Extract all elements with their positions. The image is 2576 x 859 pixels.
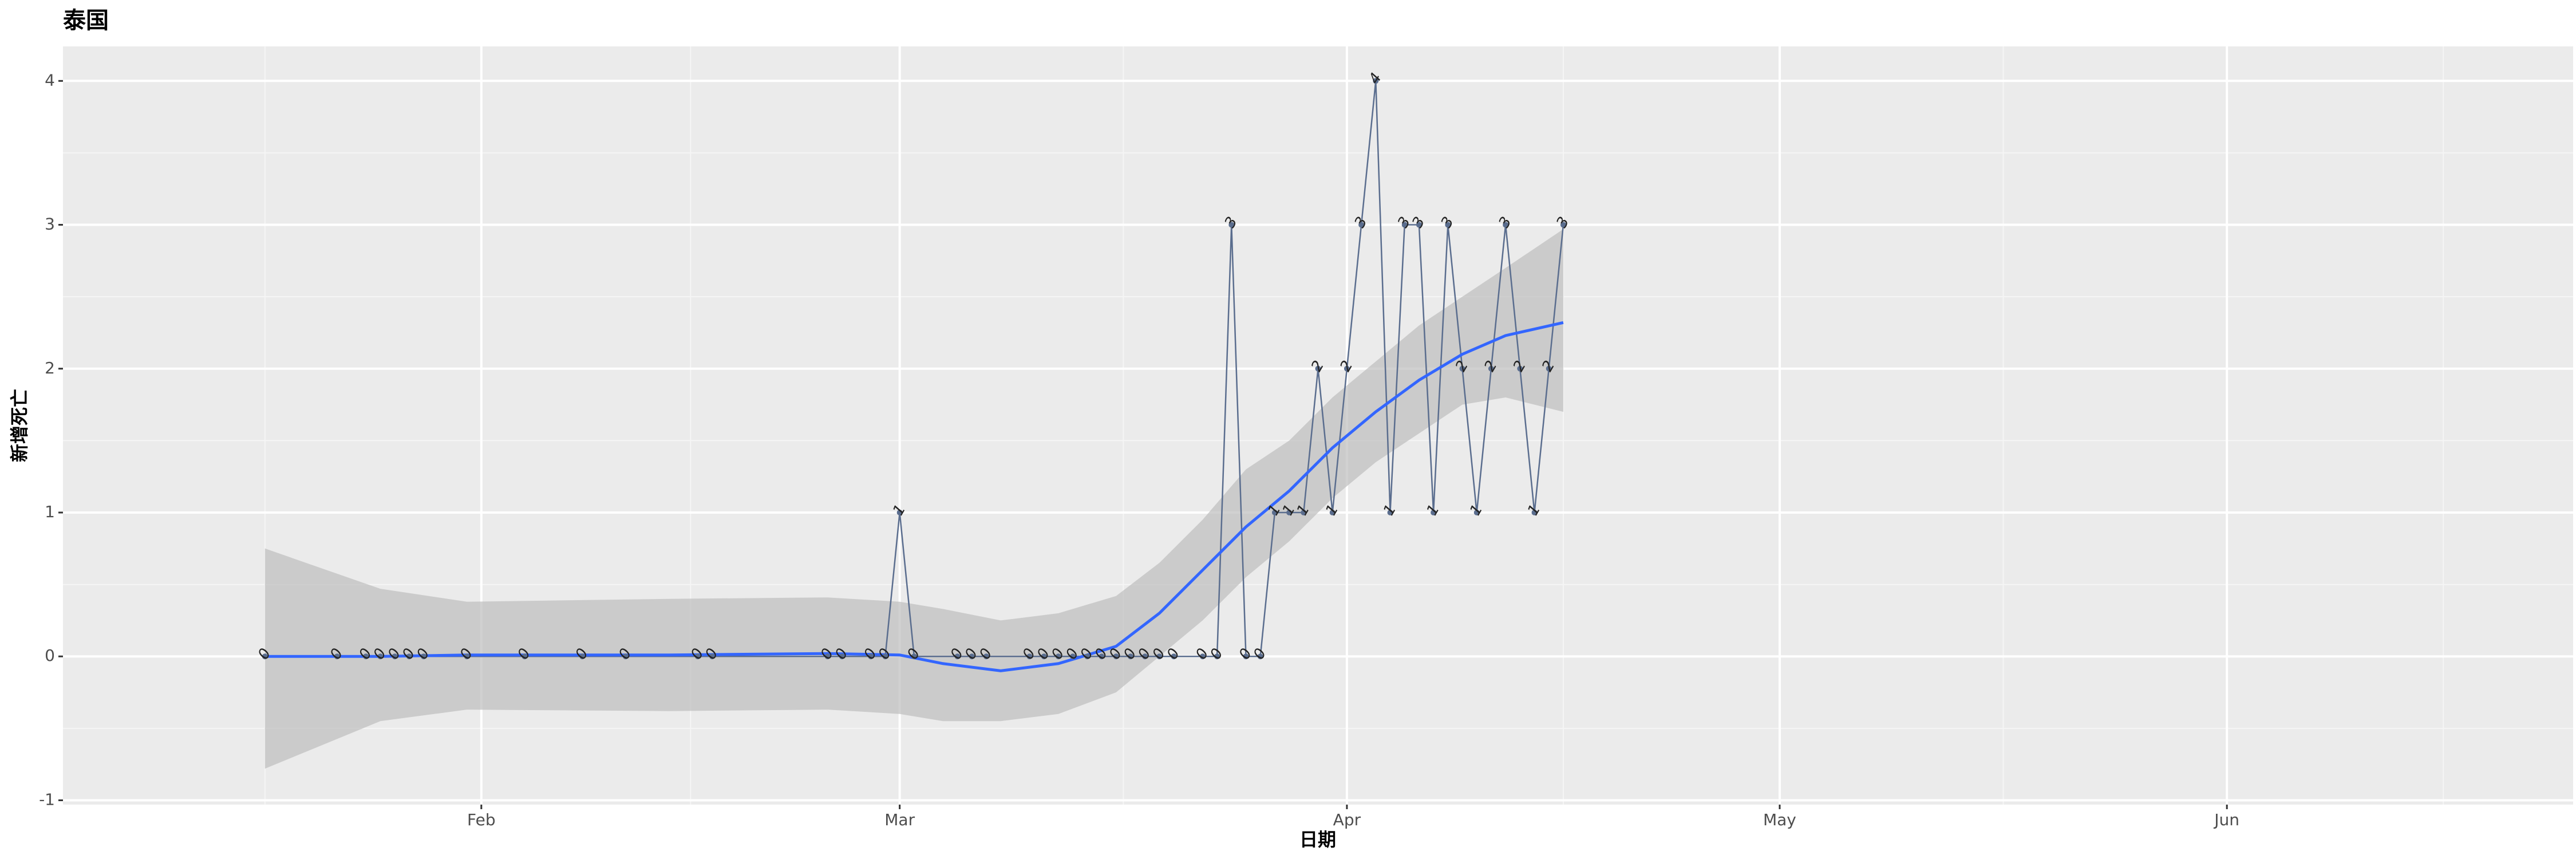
data-point: [1214, 653, 1220, 660]
data-point: [1517, 365, 1523, 372]
data-point: [1055, 653, 1061, 660]
data-point: [954, 653, 961, 660]
data-point: [1084, 653, 1091, 660]
y-tick-label: 4: [45, 70, 55, 89]
y-tick-label: 3: [45, 215, 55, 234]
x-tick-label: Feb: [467, 810, 496, 829]
data-point: [1459, 365, 1465, 372]
data-point: [1473, 509, 1480, 515]
data-point: [911, 653, 917, 660]
data-point: [392, 653, 398, 660]
y-tick-label: -1: [39, 790, 55, 809]
data-point: [1373, 78, 1379, 84]
data-point: [1431, 509, 1437, 515]
data-point: [377, 653, 384, 660]
data-point: [464, 653, 470, 660]
y-axis-label: 新增死亡: [9, 389, 30, 462]
x-tick-label: May: [1763, 810, 1796, 829]
data-point: [1315, 365, 1321, 372]
data-point: [1560, 222, 1566, 228]
data-point: [709, 653, 716, 660]
y-tick-label: 1: [45, 502, 55, 521]
data-point: [521, 653, 528, 660]
data-point: [334, 653, 340, 660]
y-tick-label: 0: [45, 646, 55, 665]
data-point: [882, 653, 888, 660]
smooth-line: [264, 321, 1564, 672]
data-point: [1142, 653, 1148, 660]
chart-title: 泰国: [63, 7, 109, 34]
y-tick-label: 2: [45, 358, 55, 377]
data-point: [1416, 222, 1422, 228]
data-point: [1271, 509, 1278, 515]
data-point: [1026, 653, 1033, 660]
data-point: [262, 653, 268, 660]
data-point: [421, 653, 427, 660]
data-point: [969, 653, 975, 660]
data-point: [1329, 509, 1336, 515]
data-point: [1243, 653, 1249, 660]
data-point: [1546, 365, 1552, 372]
data-point: [1387, 509, 1393, 515]
data-point: [983, 653, 989, 660]
data-point: [694, 653, 701, 660]
data-point: [1503, 222, 1509, 228]
data-point: [363, 653, 369, 660]
data-point: [1344, 365, 1350, 372]
x-tick-label: Mar: [884, 810, 915, 829]
data-point: [1488, 365, 1494, 372]
data-point: [1199, 653, 1206, 660]
data-point: [579, 653, 586, 660]
data-point: [1041, 653, 1047, 660]
data-point: [1113, 653, 1119, 660]
data-point: [839, 653, 845, 660]
data-point: [1156, 653, 1163, 660]
data-point: [896, 509, 903, 515]
data-point: [1171, 653, 1177, 660]
x-tick-label: Apr: [1333, 810, 1361, 829]
data-point: [868, 653, 874, 660]
data-point: [1070, 653, 1076, 660]
data-point: [1099, 653, 1105, 660]
data-point: [1301, 509, 1307, 515]
data-point: [1257, 653, 1263, 660]
data-point: [1445, 222, 1451, 228]
data-point: [622, 653, 629, 660]
data-point: [1286, 509, 1293, 515]
x-axis-label: 日期: [1299, 829, 1336, 850]
x-tick-label: Jun: [2213, 810, 2239, 829]
data-point: [1228, 222, 1235, 228]
data-point: [1358, 222, 1365, 228]
data-point: [1127, 653, 1133, 660]
data-point: [406, 653, 412, 660]
confidence-band: [264, 229, 1563, 769]
data-point: [1401, 222, 1408, 228]
data-point: [1531, 509, 1538, 515]
data-point: [824, 653, 831, 660]
